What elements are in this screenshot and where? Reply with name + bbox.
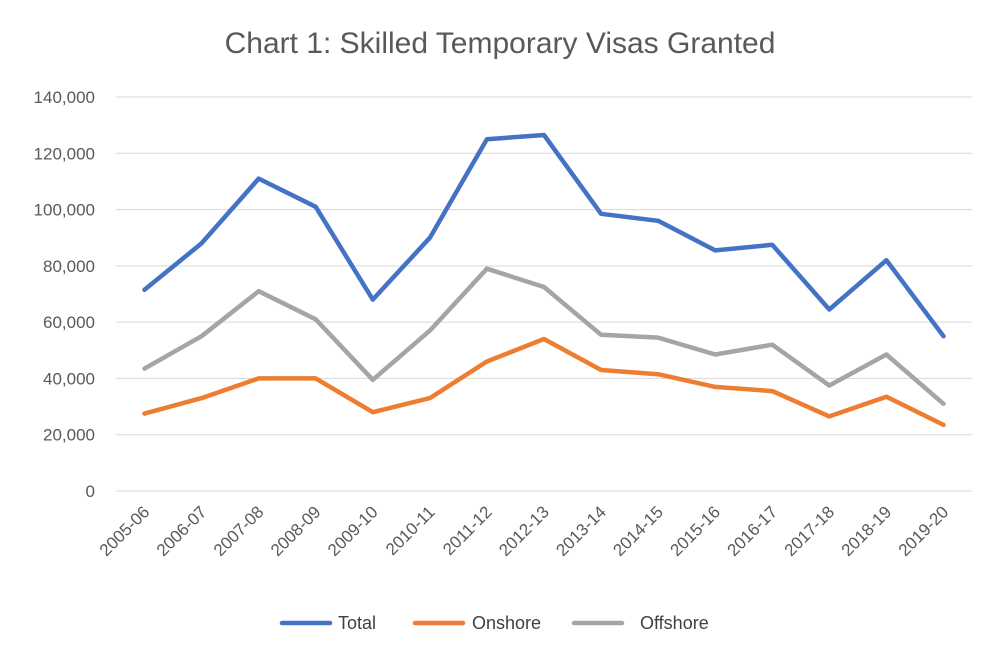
- series-line-offshore: [142, 266, 946, 407]
- legend: Total Onshore Offshore: [279, 613, 709, 633]
- x-tick-label: 2017-18: [781, 502, 839, 560]
- y-tick-label: 80,000: [43, 257, 95, 276]
- legend-item-offshore: Offshore: [571, 613, 709, 633]
- x-tick-label: 2007-08: [210, 502, 268, 560]
- legend-label: Total: [338, 613, 376, 633]
- x-axis-tick-labels: 2005-06 2006-07 2007-08 2008-09 2009-10 2010-…: [96, 502, 952, 560]
- y-tick-label: 20,000: [43, 426, 95, 445]
- y-tick-label: 120,000: [34, 144, 95, 163]
- chart-title: Chart 1: Skilled Temporary Visas Granted: [225, 27, 776, 60]
- y-tick-label: 60,000: [43, 313, 95, 332]
- x-tick-label: 2018-19: [838, 502, 896, 560]
- x-tick-label: 2012-13: [495, 502, 553, 560]
- x-tick-label: 2014-15: [609, 502, 667, 560]
- x-tick-label: 2009-10: [324, 502, 382, 560]
- x-tick-label: 2015-16: [666, 502, 724, 560]
- legend-label: Offshore: [640, 613, 709, 633]
- x-tick-label: 2016-17: [724, 502, 782, 560]
- legend-item-onshore: Onshore: [412, 613, 541, 633]
- x-tick-label: 2006-07: [153, 502, 211, 560]
- y-tick-label: 0: [86, 482, 95, 501]
- x-tick-label: 2005-06: [96, 502, 154, 560]
- x-tick-label: 2008-09: [267, 502, 325, 560]
- x-tick-label: 2011-12: [439, 502, 496, 559]
- y-tick-label: 100,000: [34, 201, 95, 220]
- legend-label: Onshore: [472, 613, 541, 633]
- series-lines: [142, 132, 946, 428]
- series-line-onshore: [142, 336, 946, 428]
- x-tick-label: 2010-11: [382, 502, 439, 559]
- x-tick-label: 2013-14: [552, 502, 610, 560]
- x-tick-label: 2019-20: [895, 502, 953, 560]
- y-tick-label: 40,000: [43, 369, 95, 388]
- y-tick-label: 140,000: [34, 88, 95, 107]
- gridlines: [116, 96, 972, 492]
- y-axis-tick-labels: 0 20,000 40,000 60,000 80,000 100,000 120,000 1…: [34, 88, 95, 501]
- legend-item-total: Total: [279, 613, 376, 633]
- series-line-total: [142, 132, 946, 339]
